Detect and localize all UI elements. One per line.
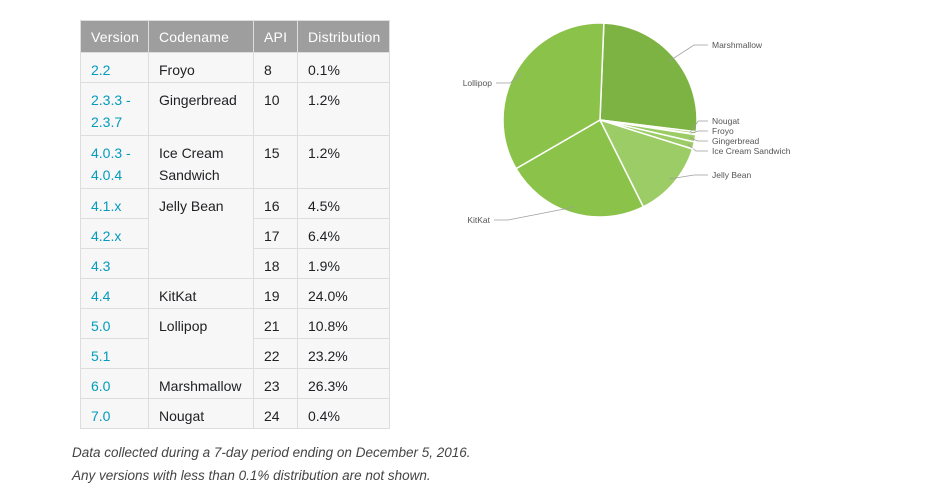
table-row: 4.2.x 17 6.4%	[80, 218, 390, 249]
version-link[interactable]: 6.0	[80, 368, 149, 399]
pie-slice-kitkat	[515, 118, 645, 218]
table-header-row: Version Codename API Distribution	[80, 20, 390, 53]
codename-cell: KitKat	[148, 278, 254, 309]
api-cell: 8	[253, 52, 298, 83]
table-row: 4.3 18 1.9%	[80, 248, 390, 279]
api-cell: 21	[253, 308, 298, 339]
api-cell: 18	[253, 248, 298, 279]
distribution-table: Version Codename API Distribution 2.2 Fr…	[80, 20, 390, 429]
distribution-cell: 23.2%	[297, 338, 390, 369]
distribution-cell: 0.1%	[297, 52, 390, 83]
footnote-date: Data collected during a 7-day period end…	[72, 445, 471, 460]
version-link[interactable]: 2.2	[80, 52, 149, 83]
pie-leader-line	[687, 143, 708, 152]
version-link[interactable]: 4.3	[80, 248, 149, 279]
pie-slice-lollipop	[502, 22, 605, 170]
codename-cell: Ice Cream Sandwich	[148, 135, 254, 189]
api-cell: 10	[253, 82, 298, 136]
distribution-cell: 26.3%	[297, 368, 390, 399]
table-row: 4.0.3 - 4.0.4 Ice Cream Sandwich 15 1.2%	[80, 135, 390, 189]
codename-cell: Marshmallow	[148, 368, 254, 399]
codename-cell: Nougat	[148, 398, 254, 429]
table-row: 2.2 Froyo 8 0.1%	[80, 52, 390, 83]
pie-label-ice-cream-sandwich: Ice Cream Sandwich	[712, 146, 791, 156]
codename-cell: Gingerbread	[148, 82, 254, 136]
codename-cell: Lollipop	[148, 308, 254, 369]
distribution-cell: 1.9%	[297, 248, 390, 279]
version-link[interactable]: 5.1	[80, 338, 149, 369]
pie-label-nougat: Nougat	[712, 116, 740, 126]
header-api: API	[253, 20, 298, 53]
api-cell: 23	[253, 368, 298, 399]
pie-slice-marshmallow	[599, 22, 698, 133]
pie-label-marshmallow: Marshmallow	[712, 40, 763, 50]
distribution-cell: 0.4%	[297, 398, 390, 429]
table-row: 2.3.3 - 2.3.7 Gingerbread 10 1.2%	[80, 82, 390, 136]
api-cell: 19	[253, 278, 298, 309]
distribution-cell: 6.4%	[297, 218, 390, 249]
pie-label-froyo: Froyo	[712, 126, 734, 136]
distribution-cell: 1.2%	[297, 82, 390, 136]
distribution-cell: 4.5%	[297, 188, 390, 219]
version-link[interactable]: 4.4	[80, 278, 149, 309]
distribution-cell: 24.0%	[297, 278, 390, 309]
header-codename: Codename	[148, 20, 254, 53]
api-cell: 17	[253, 218, 298, 249]
pie-label-jelly-bean: Jelly Bean	[712, 170, 751, 180]
version-link[interactable]: 4.2.x	[80, 218, 149, 249]
pie-leader-line	[689, 120, 708, 133]
version-link[interactable]: 4.1.x	[80, 188, 149, 219]
pie-leader-line	[669, 44, 708, 62]
distribution-cell: 10.8%	[297, 308, 390, 339]
codename-cell: Froyo	[148, 52, 254, 83]
table-row: 6.0 Marshmallow 23 26.3%	[80, 368, 390, 399]
pie-leader-line	[689, 136, 708, 142]
version-link[interactable]: 2.3.3 - 2.3.7	[80, 82, 149, 136]
table-row: 5.1 22 23.2%	[80, 338, 390, 369]
version-link[interactable]: 4.0.3 - 4.0.4	[80, 135, 149, 189]
pie-leader-line	[669, 174, 708, 180]
pie-slice-jelly-bean	[598, 118, 694, 208]
pie-label-lollipop: Lollipop	[463, 78, 493, 88]
pie-label-gingerbread: Gingerbread	[712, 136, 760, 146]
header-version: Version	[80, 20, 149, 53]
pie-leader-line	[494, 206, 574, 221]
table-row: 7.0 Nougat 24 0.4%	[80, 398, 390, 429]
pie-leader-line	[689, 130, 708, 134]
api-cell: 24	[253, 398, 298, 429]
footnote-threshold: Any versions with less than 0.1% distrib…	[72, 468, 431, 483]
codename-cell: Jelly Bean	[148, 188, 254, 279]
api-cell: 16	[253, 188, 298, 219]
version-link[interactable]: 7.0	[80, 398, 149, 429]
pie-label-kitkat: KitKat	[467, 215, 490, 225]
table-row: 5.0 Lollipop 21 10.8%	[80, 308, 390, 369]
distribution-cell: 1.2%	[297, 135, 390, 189]
version-link[interactable]: 5.0	[80, 308, 149, 339]
api-cell: 22	[253, 338, 298, 369]
table-row: 4.1.x Jelly Bean 16 4.5%	[80, 188, 390, 279]
table-row: 4.4 KitKat 19 24.0%	[80, 278, 390, 309]
pie-leader-line	[496, 72, 523, 84]
header-distribution: Distribution	[297, 20, 390, 53]
api-cell: 15	[253, 135, 298, 189]
